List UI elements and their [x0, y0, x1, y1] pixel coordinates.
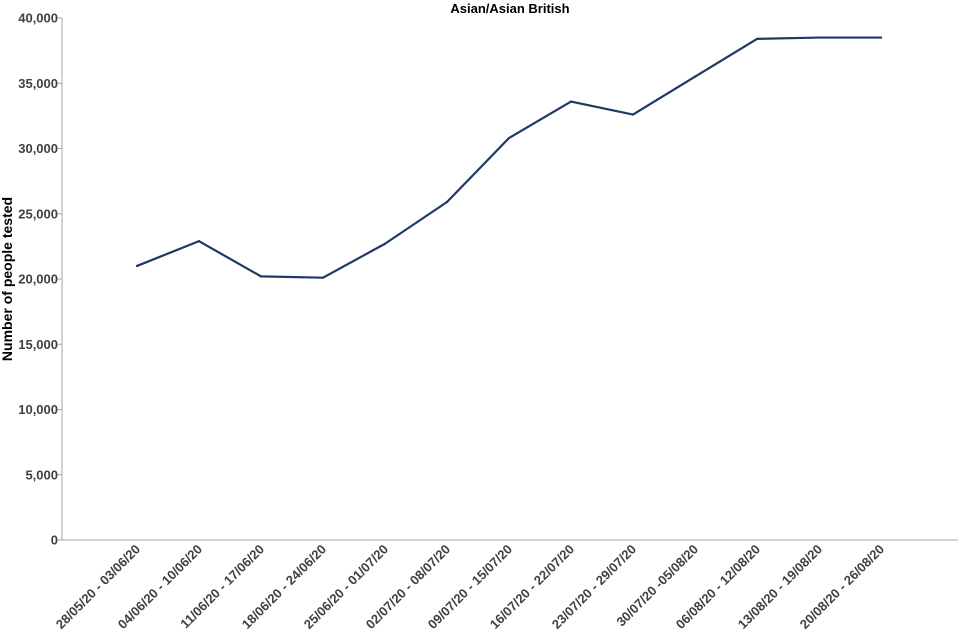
- data-point: [445, 200, 449, 204]
- data-point: [631, 113, 635, 116]
- data-point: [755, 37, 759, 40]
- data-point: [817, 36, 821, 39]
- series-group: [135, 36, 883, 279]
- data-point: [507, 136, 511, 140]
- y-axis-label: Number of people tested: [0, 197, 15, 361]
- y-tick-label: 15,000: [18, 337, 58, 352]
- y-axis: 0 5,000 10,000 15,000 20,000 25,000 30,000 35,0…: [18, 11, 63, 548]
- y-tick-label: 25,000: [18, 206, 58, 221]
- y-tick-label: 0: [51, 533, 58, 548]
- data-point: [879, 36, 883, 39]
- data-point: [569, 100, 573, 103]
- data-point: [383, 242, 387, 245]
- y-tick-label: 10,000: [18, 402, 58, 417]
- chart-title: Asian/Asian British: [450, 1, 569, 16]
- data-point: [259, 275, 263, 278]
- y-tick-label: 40,000: [18, 11, 58, 26]
- data-point: [321, 276, 325, 279]
- data-point: [693, 75, 697, 78]
- y-tick-label: 5,000: [25, 467, 58, 482]
- data-point: [135, 264, 139, 268]
- y-tick-label: 30,000: [18, 141, 58, 156]
- y-tick-label: 35,000: [18, 76, 58, 91]
- data-point: [197, 240, 201, 243]
- series-line: [135, 36, 883, 279]
- y-tick-label: 20,000: [18, 272, 58, 287]
